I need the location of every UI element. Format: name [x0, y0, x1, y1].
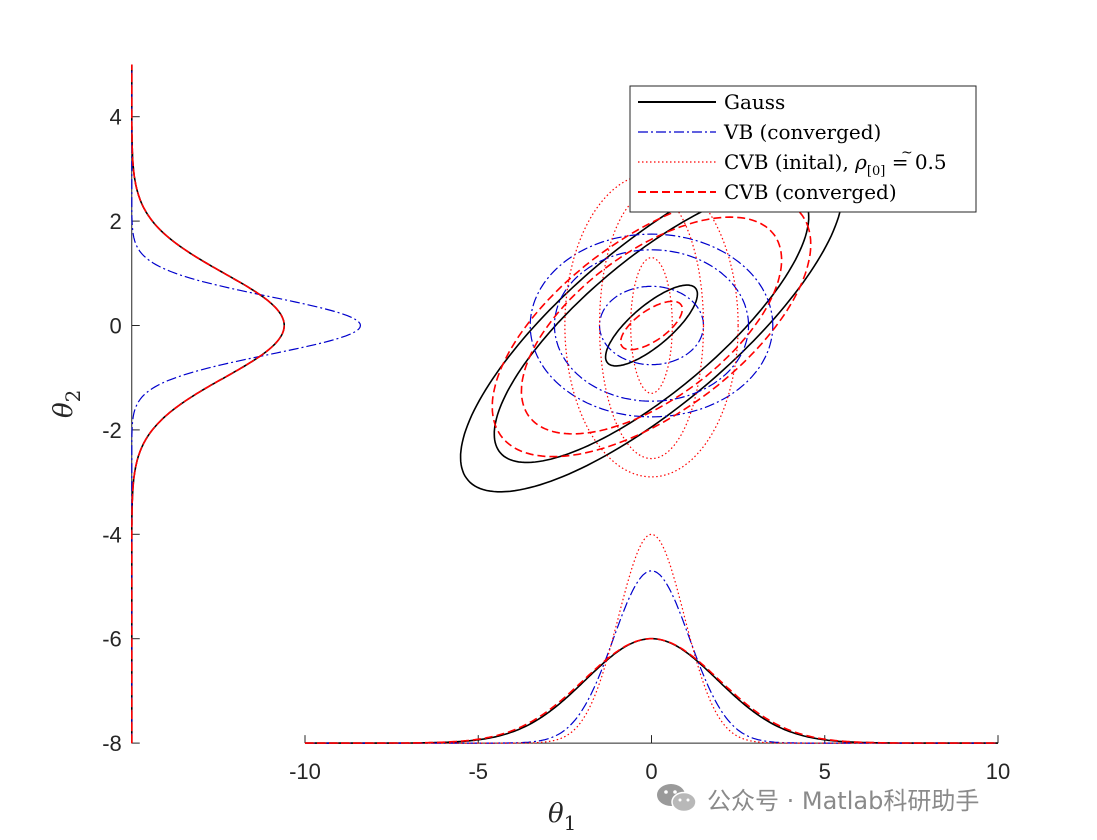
- legend-label-cvb-converged: CVB (converged): [724, 180, 897, 204]
- legend: Gauss VB (converged) CVB (inital), ρ[0] …: [629, 85, 977, 213]
- legend-label-vb: VB (converged): [723, 120, 881, 144]
- contour-ellipse: [598, 285, 705, 366]
- y-tick-label: -6: [102, 627, 122, 652]
- x-tick-label: -10: [289, 759, 321, 784]
- contour-ellipse: [619, 300, 684, 351]
- contour-ellipse: [520, 216, 783, 435]
- marginal-theta2-curve: [131, 64, 362, 744]
- contour-ellipse: [604, 284, 699, 367]
- legend-label-cvb-initial: CVB (inital), ρ[0] = 0.5: [724, 150, 947, 179]
- x-axis-title: θ1: [548, 799, 576, 835]
- y-tick-label: 2: [110, 209, 122, 234]
- legend-label-gauss: Gauss: [724, 90, 785, 114]
- y-tick-label: 4: [110, 105, 122, 130]
- x-tick-label: -5: [468, 759, 488, 784]
- wechat-icon: [655, 780, 699, 816]
- marginal-theta1-curve: [305, 570, 998, 744]
- marginal-theta1-curve: [305, 637, 998, 744]
- watermark: 公众号 · Matlab科研助手: [655, 778, 979, 818]
- marginal-theta2-curve: [131, 64, 285, 744]
- contour-ellipse: [598, 191, 705, 460]
- watermark-text: 公众号 · Matlab科研助手: [707, 786, 980, 815]
- contour-ellipse: [493, 187, 810, 464]
- y-tick-label: -4: [102, 522, 122, 547]
- y-tick-label: 0: [110, 314, 122, 339]
- marginal-theta2-curve: [131, 64, 286, 744]
- y-axis-title: θ2: [49, 390, 85, 418]
- marginal-theta2-curve: [131, 64, 286, 744]
- contour-ellipse: [553, 249, 750, 402]
- x-tick-label: 5: [819, 759, 831, 784]
- y-tick-label: -8: [102, 731, 122, 756]
- legend-tilde: ~: [901, 145, 913, 161]
- x-tick-label: 0: [645, 759, 657, 784]
- marginal-theta1-curve: [305, 637, 998, 744]
- contour-ellipse: [529, 233, 774, 418]
- contour-ellipse: [564, 173, 739, 478]
- y-tick-label: -2: [102, 418, 122, 443]
- axis-ticks: -10 -5 0 5 10 4 2 0 -2 -4 -6 -8: [102, 105, 1010, 784]
- contour-ellipse: [630, 256, 673, 395]
- x-tick-label: 10: [986, 759, 1010, 784]
